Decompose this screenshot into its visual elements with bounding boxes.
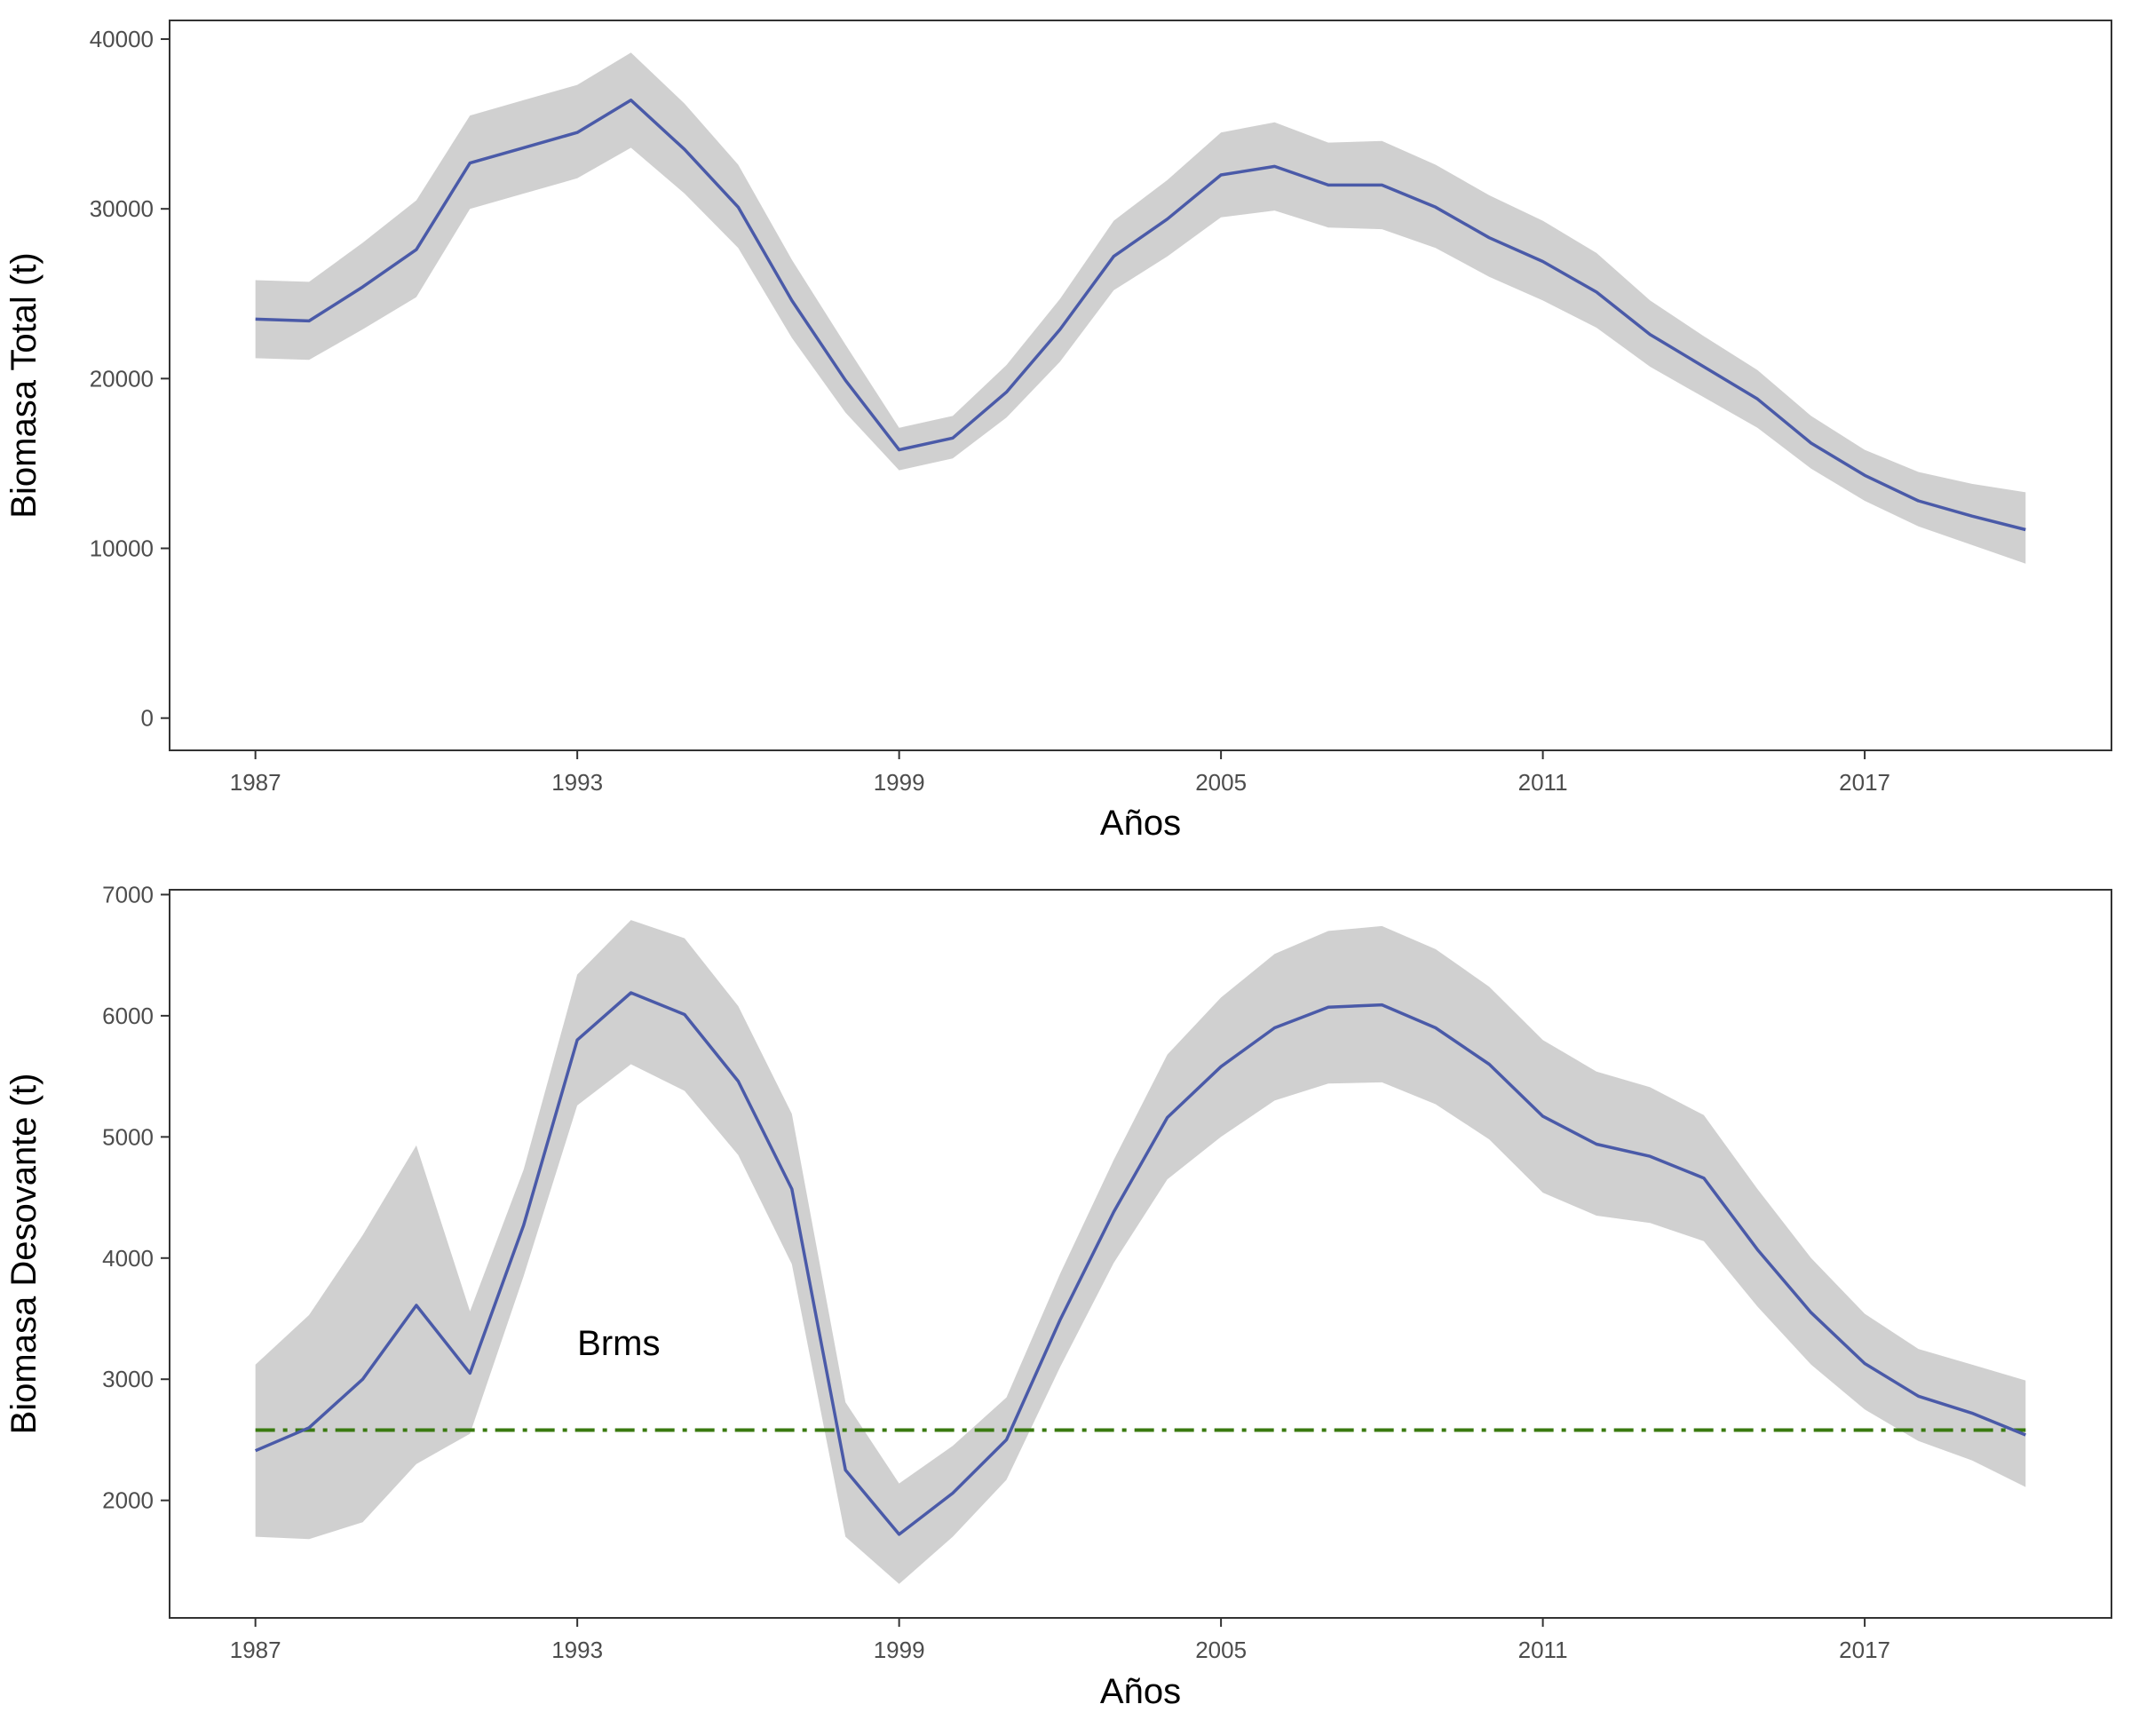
annotation-label: Brms [577,1324,660,1363]
x-tick-label: 1987 [230,1637,281,1663]
x-axis-title: Años [1100,1672,1181,1711]
x-tick-label: 2005 [1195,769,1247,796]
y-tick-label: 4000 [102,1245,154,1272]
panel-2: 1987 1993 1999 2005 2011 2017 2000 3000 4000 5000… [4,881,2111,1711]
x-tick-label: 2011 [1518,769,1568,796]
x-tick-label: 1987 [230,769,281,796]
x-tick-label: 1993 [551,1637,603,1663]
x-tick-label: 2005 [1195,1637,1247,1663]
x-tick-label: 2017 [1839,1637,1890,1663]
y-tick-label: 2000 [102,1487,154,1514]
panel-border [170,890,2111,1618]
y-axis-title: Biomasa Total (t) [4,252,44,518]
y-tick-label: 6000 [102,1003,154,1029]
x-tick-label: 1999 [874,1637,925,1663]
y-tick-label: 10000 [90,535,154,562]
panel-border [170,20,2111,750]
y-tick-label: 7000 [102,881,154,908]
x-tick-label: 1993 [551,769,603,796]
y-axis-title: Biomasa Desovante (t) [4,1074,44,1435]
panel-1: 1987 1993 1999 2005 2011 2017 0 10000 20000 30000… [4,20,2111,843]
y-tick-label: 3000 [102,1366,154,1392]
x-tick-label: 1999 [874,769,925,796]
confidence-band [256,52,2026,563]
y-tick-label: 5000 [102,1123,154,1150]
x-tick-label: 2017 [1839,769,1890,796]
y-tick-label: 30000 [90,195,154,222]
x-tick-label: 2011 [1518,1637,1568,1663]
y-tick-label: 40000 [90,26,154,52]
x-axis-title: Años [1100,804,1181,843]
y-tick-label: 20000 [90,365,154,392]
y-tick-label: 0 [141,705,154,732]
